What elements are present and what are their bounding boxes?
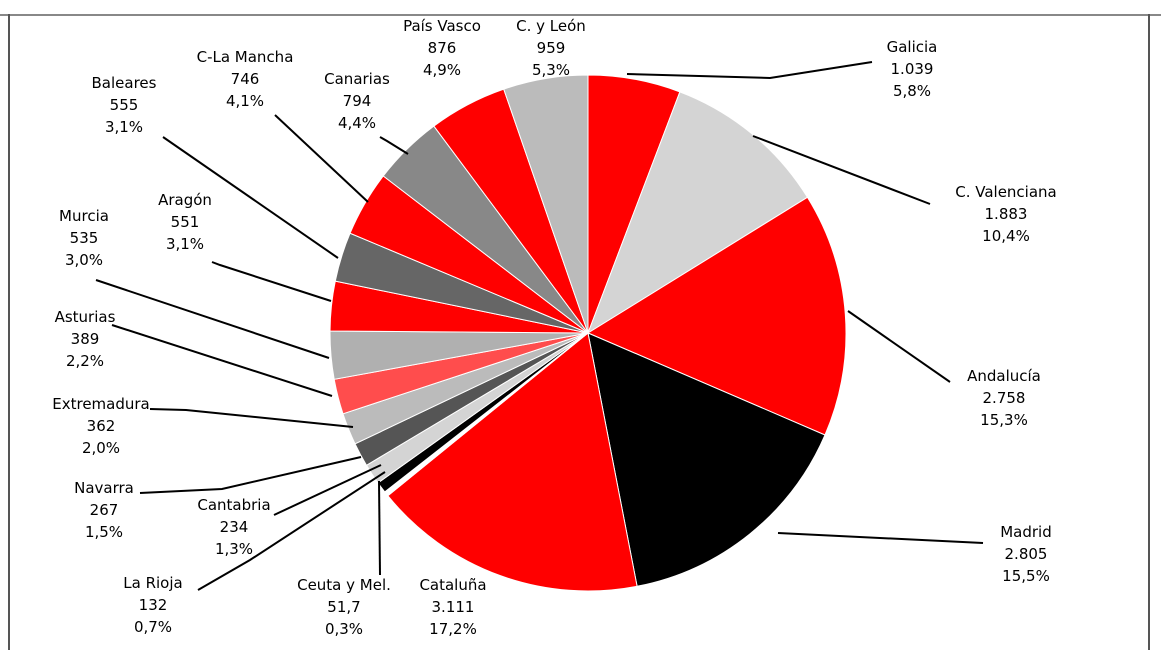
- leader-line: [777, 532, 984, 544]
- slice-percent-label: 2,2%: [66, 352, 104, 370]
- top-border: [0, 0, 1161, 16]
- leader-line: [197, 471, 386, 591]
- leader-line: [379, 136, 409, 155]
- leader-line: [111, 324, 333, 397]
- slice-name-label: Canarias: [324, 70, 390, 88]
- slice-value-label: 555: [110, 96, 139, 114]
- slice-value-label: 2.805: [1005, 545, 1048, 563]
- pie-slice-andaluc-a: [586, 196, 847, 436]
- leader-line: [626, 61, 873, 80]
- slice-percent-label: 1,3%: [215, 540, 253, 558]
- slice-labels: Galicia 1.039 5,8% C. Valenciana 1.883 10,4% A…: [52, 17, 1057, 638]
- slice-percent-label: 4,1%: [226, 92, 264, 110]
- slice-percent-label: 15,5%: [1002, 567, 1050, 585]
- slice-name-label: Baleares: [92, 74, 157, 92]
- pie-slice-c-y-le-n: [503, 74, 589, 334]
- slice-name-label: País Vasco: [403, 17, 481, 35]
- leader-line: [162, 136, 339, 259]
- leader-line: [274, 114, 369, 203]
- leader-lines: [95, 61, 984, 591]
- slice-percent-label: 2,0%: [82, 439, 120, 457]
- slice-value-label: 3.111: [432, 598, 475, 616]
- slice-name-label: Madrid: [1000, 523, 1052, 541]
- slice-value-label: 794: [343, 92, 372, 110]
- slice-value-label: 959: [537, 39, 566, 57]
- slice-value-label: 267: [90, 501, 119, 519]
- frame-right-border: [1148, 14, 1150, 650]
- slice-percent-label: 5,3%: [532, 61, 570, 79]
- leader-line: [273, 464, 382, 516]
- slice-percent-label: 15,3%: [980, 411, 1028, 429]
- slice-name-label: C. y León: [516, 17, 586, 35]
- leader-line: [847, 310, 951, 383]
- slice-value-label: 362: [87, 417, 116, 435]
- frame-left-border: [8, 14, 10, 650]
- slice-percent-label: 0,3%: [325, 620, 363, 638]
- slice-value-label: 876: [428, 39, 457, 57]
- slice-value-label: 2.758: [983, 389, 1026, 407]
- pie-slice-madrid: [587, 332, 826, 587]
- slice-percent-label: 10,4%: [982, 227, 1030, 245]
- slice-name-label: Extremadura: [52, 395, 150, 413]
- slice-percent-label: 3,1%: [166, 235, 204, 253]
- leader-line: [95, 279, 330, 359]
- slice-value-label: 51,7: [327, 598, 360, 616]
- pie-slices: [329, 74, 847, 592]
- slice-percent-label: 17,2%: [429, 620, 477, 638]
- slice-percent-label: 4,9%: [423, 61, 461, 79]
- slice-name-label: La Rioja: [123, 574, 182, 592]
- leader-line: [211, 261, 332, 302]
- slice-percent-label: 0,7%: [134, 618, 172, 636]
- leader-line: [139, 456, 362, 494]
- leader-line: [149, 408, 354, 428]
- slice-value-label: 132: [139, 596, 168, 614]
- pie-slice-catalu-a: [387, 332, 638, 592]
- slice-value-label: 234: [220, 518, 249, 536]
- slice-percent-label: 3,1%: [105, 118, 143, 136]
- slice-percent-label: 5,8%: [893, 82, 931, 100]
- slice-name-label: Cataluña: [419, 576, 486, 594]
- pie-slice-c-valenciana: [587, 91, 809, 335]
- slice-name-label: Cantabria: [197, 496, 270, 514]
- slice-value-label: 389: [71, 330, 100, 348]
- slice-name-label: Andalucía: [967, 367, 1041, 385]
- slice-percent-label: 4,4%: [338, 114, 376, 132]
- slice-name-label: Murcia: [59, 207, 109, 225]
- leader-line: [752, 135, 931, 205]
- slice-name-label: Aragón: [158, 191, 212, 209]
- slice-name-label: Ceuta y Mel.: [297, 576, 391, 594]
- slice-value-label: 535: [70, 229, 99, 247]
- slice-name-label: C. Valenciana: [955, 183, 1057, 201]
- slice-value-label: 1.039: [891, 60, 934, 78]
- slice-value-label: 551: [171, 213, 200, 231]
- slice-name-label: Asturias: [55, 308, 116, 326]
- slice-percent-label: 3,0%: [65, 251, 103, 269]
- slice-name-label: C-La Mancha: [197, 48, 294, 66]
- slice-name-label: Navarra: [74, 479, 134, 497]
- slice-percent-label: 1,5%: [85, 523, 123, 541]
- leader-line: [378, 480, 381, 576]
- slice-value-label: 1.883: [985, 205, 1028, 223]
- slice-value-label: 746: [231, 70, 260, 88]
- slice-name-label: Galicia: [887, 38, 938, 56]
